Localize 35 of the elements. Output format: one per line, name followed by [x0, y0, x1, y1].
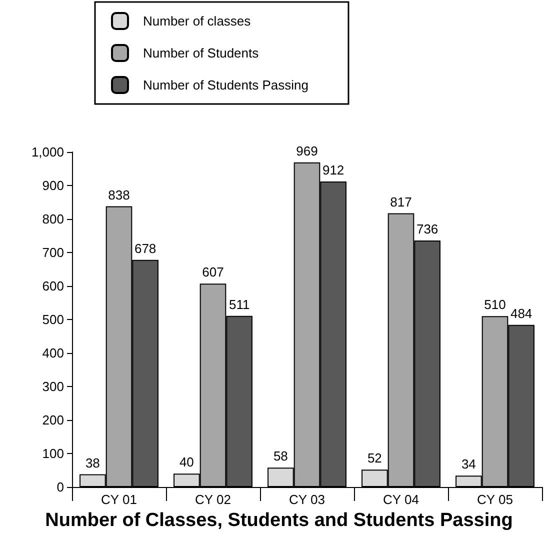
y-tick-label: 900	[42, 178, 64, 193]
x-tick-label: CY 05	[477, 492, 513, 507]
y-tick-label: 500	[42, 312, 64, 327]
legend-label: Number of Students	[143, 46, 260, 60]
data-label: 969	[296, 143, 318, 158]
legend-label: Number of Students Passing	[143, 78, 308, 92]
data-label: 607	[202, 264, 224, 280]
y-tick-label: 700	[42, 245, 64, 260]
y-tick-label: 1,000	[31, 144, 64, 160]
y-tick-label: 600	[42, 278, 64, 294]
y-tick-label: 100	[42, 446, 64, 461]
data-label: 52	[367, 450, 382, 466]
data-label: 511	[228, 296, 250, 312]
x-tick-label: CY 02	[195, 492, 231, 507]
data-label: 40	[179, 454, 194, 470]
data-label: 38	[85, 455, 100, 470]
data-label: 34	[461, 456, 476, 472]
data-label: 817	[390, 194, 412, 210]
y-tick-label: 0	[56, 480, 64, 494]
data-label: 484	[510, 306, 532, 321]
legend-label: Number of classes	[143, 14, 252, 28]
data-label: 912	[322, 162, 344, 178]
text: Number of Classes, Students and Students Passing	[45, 510, 513, 531]
data-label: 838	[108, 187, 130, 202]
x-tick-label: CY 01	[101, 492, 137, 507]
y-tick-label: 400	[42, 346, 64, 360]
y-tick-label: 800	[42, 212, 64, 226]
y-tick-label: 300	[42, 379, 64, 394]
y-tick-label: 200	[42, 412, 64, 428]
data-label: 510	[484, 297, 506, 312]
x-tick-label: CY 03	[289, 492, 325, 507]
data-label: 678	[134, 240, 156, 256]
x-tick-label: CY 04	[383, 492, 419, 507]
data-label: 58	[273, 448, 288, 464]
data-label: 736	[416, 221, 438, 236]
